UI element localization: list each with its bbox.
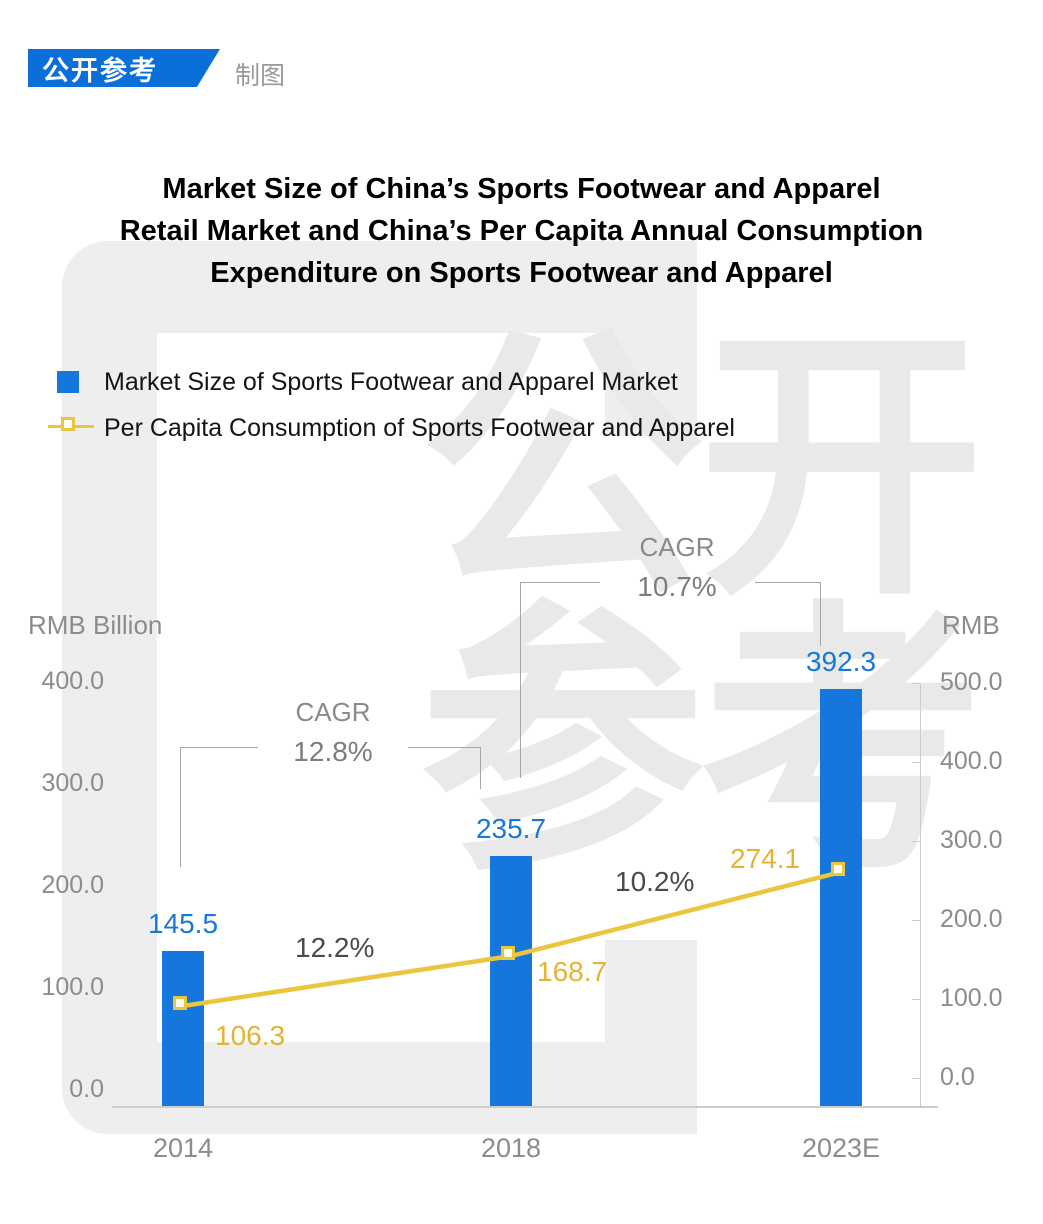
cagr2-bracket-line <box>520 582 600 583</box>
right-axis-tick-mark <box>912 920 920 921</box>
brand-badge: 公开参考 <box>28 49 220 87</box>
right-axis-tick-mark <box>912 683 920 684</box>
watermark-bracket-hook-top <box>605 241 697 436</box>
bar-2018 <box>490 856 532 1106</box>
cagr1-bracket-line <box>408 747 480 748</box>
cagr1-bracket-line <box>180 747 258 748</box>
cagr-2014-2018-label: CAGR <box>295 697 371 727</box>
legend-line-swatch <box>48 415 94 437</box>
right-axis-tick: 0.0 <box>940 1063 975 1091</box>
left-axis-tick: 400.0 <box>41 667 104 695</box>
right-axis-tick-mark <box>912 841 920 842</box>
right-axis-tick: 200.0 <box>940 905 1003 933</box>
bar-2014 <box>162 951 204 1106</box>
cagr1-bracket-line <box>180 747 181 867</box>
right-axis-tick-mark <box>912 1078 920 1079</box>
line-marker-2018 <box>501 946 515 960</box>
cagr2-bracket-line <box>820 582 821 646</box>
legend-line-marker-icon <box>61 417 75 431</box>
line-value-2014: 106.3 <box>215 1020 286 1051</box>
watermark-text-line1: 公开 <box>420 309 984 627</box>
left-axis-tick: 300.0 <box>41 769 104 797</box>
cagr-2014-2018: CAGR 12.8% <box>268 697 398 768</box>
left-axis-tick: 100.0 <box>41 973 104 1001</box>
watermark-text-line2: 参考 <box>420 585 984 904</box>
line-value-2023e: 274.1 <box>730 843 801 874</box>
cagr2-bracket-line <box>520 582 521 778</box>
left-axis-title: RMB Billion <box>28 610 163 640</box>
right-axis-tick: 400.0 <box>940 747 1003 775</box>
cagr1-bracket-line <box>480 747 481 789</box>
watermark-bracket-top <box>62 241 697 333</box>
brand-badge-label: 公开参考 <box>42 55 158 86</box>
watermark-text: 公开 参考 <box>420 309 984 904</box>
right-axis-tick-mark <box>912 762 920 763</box>
left-axis-tick: 0.0 <box>69 1075 104 1103</box>
line-marker-2023e <box>831 862 845 876</box>
right-axis-tick: 100.0 <box>940 984 1003 1012</box>
chart-title-line3: Expenditure on Sports Footwear and Appar… <box>210 257 833 289</box>
line-marker-2014 <box>173 996 187 1010</box>
cagr-2018-2023: CAGR 10.7% <box>612 532 742 603</box>
bar-2023e <box>820 689 862 1106</box>
bar-value-2018: 235.7 <box>475 813 547 844</box>
line-growth-2014-2018: 12.2% <box>295 932 375 963</box>
chart-title: Market Size of China’s Sports Footwear a… <box>0 168 1043 294</box>
cagr-2014-2018-value: 12.8% <box>293 736 373 767</box>
watermark-bracket-hook-bottom <box>605 940 697 1134</box>
x-label-2023e: 2023E <box>801 1133 881 1163</box>
cagr2-bracket-line <box>755 582 820 583</box>
bar-value-2014: 145.5 <box>147 908 219 939</box>
bar-value-2023e: 392.3 <box>805 646 877 677</box>
legend-bar-swatch <box>57 371 79 393</box>
x-label-2014: 2014 <box>152 1133 214 1163</box>
x-label-2018: 2018 <box>480 1133 542 1163</box>
brand-badge-subtitle: 制图 <box>235 62 286 90</box>
legend-line-label: Per Capita Consumption of Sports Footwea… <box>104 414 735 442</box>
right-axis-tick: 300.0 <box>940 826 1003 854</box>
chart-title-line1: Market Size of China’s Sports Footwear a… <box>162 173 881 205</box>
legend-bar-label: Market Size of Sports Footwear and Appar… <box>104 368 678 396</box>
right-axis-tick-mark <box>912 999 920 1000</box>
right-axis-tick: 500.0 <box>940 668 1003 696</box>
x-axis-line <box>112 1106 938 1108</box>
chart-title-line2: Retail Market and China’s Per Capita Ann… <box>119 215 924 247</box>
right-axis-line <box>920 684 921 1108</box>
line-growth-2018-2023: 10.2% <box>615 866 695 897</box>
cagr-2018-2023-value: 10.7% <box>637 571 717 602</box>
right-axis-title: RMB <box>942 610 1000 640</box>
left-axis-tick: 200.0 <box>41 871 104 899</box>
cagr-2018-2023-label: CAGR <box>639 532 715 562</box>
line-value-2018: 168.7 <box>537 956 608 987</box>
